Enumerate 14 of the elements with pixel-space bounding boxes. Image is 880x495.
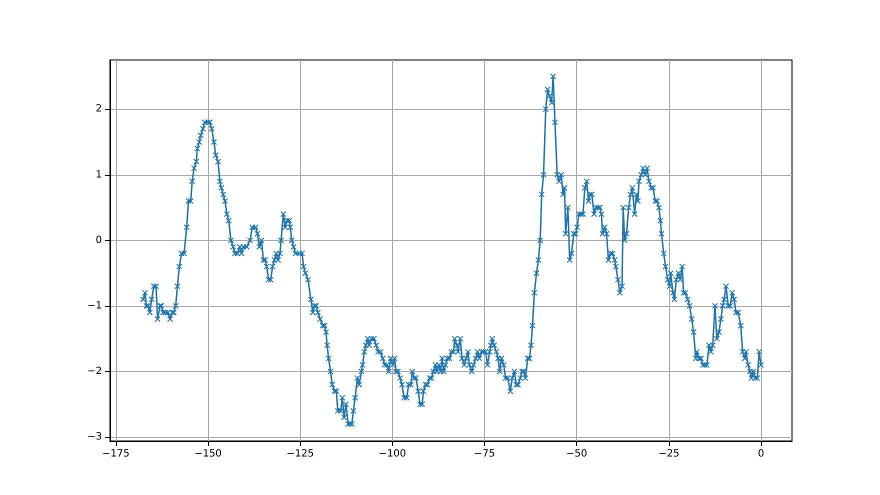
x-tick-label: −175 [102,448,130,460]
x-tick-label: −150 [194,448,222,460]
x-tick-label: −100 [378,448,406,460]
x-tick-label: −50 [566,448,588,460]
x-tick-label: −75 [474,448,496,460]
x-tick-label: 0 [758,448,764,460]
y-tick-label: −3 [87,432,102,443]
y-tick-label: 1 [96,169,102,180]
x-tick-label: −125 [286,448,314,460]
y-tick-label: −2 [87,366,102,377]
x-tick-label: −25 [658,448,680,460]
y-tick-label: −1 [87,300,102,312]
y-tick-label: 2 [96,104,102,115]
y-tick-label: 0 [96,234,102,246]
